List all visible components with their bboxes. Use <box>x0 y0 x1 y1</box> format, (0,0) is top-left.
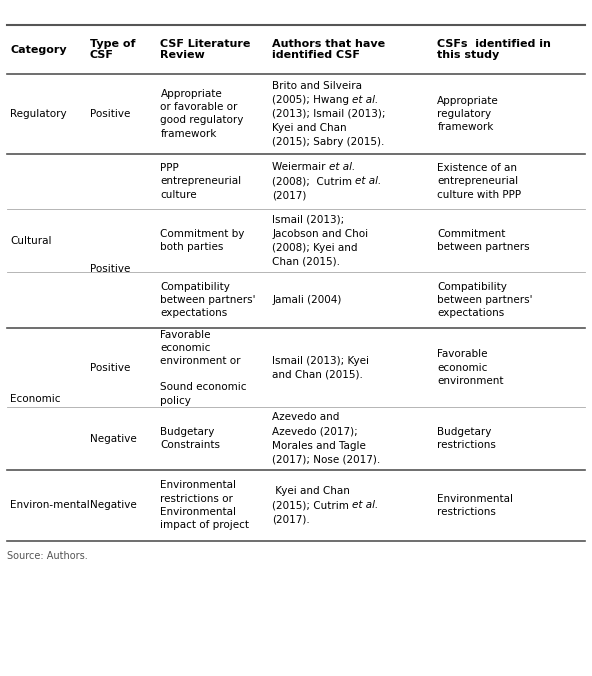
Text: Regulatory: Regulatory <box>10 109 67 119</box>
Text: Budgetary
Constraints: Budgetary Constraints <box>160 427 220 450</box>
Text: (2005); Hwang: (2005); Hwang <box>272 95 353 105</box>
Text: Environ-mental: Environ-mental <box>10 500 90 510</box>
Text: Compatibility
between partners'
expectations: Compatibility between partners' expectat… <box>437 282 533 318</box>
Text: Existence of an
entrepreneurial
culture with PPP: Existence of an entrepreneurial culture … <box>437 164 522 199</box>
Text: Type of
CSF: Type of CSF <box>90 39 136 60</box>
Text: Negative: Negative <box>90 433 137 443</box>
Text: (2015); Cutrim: (2015); Cutrim <box>272 500 353 510</box>
Text: and Chan (2015).: and Chan (2015). <box>272 370 363 380</box>
Text: CSF Literature
Review: CSF Literature Review <box>160 39 251 60</box>
Text: Commitment by
both parties: Commitment by both parties <box>160 229 245 252</box>
Text: Kyei and Chan: Kyei and Chan <box>272 123 347 133</box>
Text: (2013); Ismail (2013);: (2013); Ismail (2013); <box>272 109 386 119</box>
Text: Azevedo (2017);: Azevedo (2017); <box>272 427 358 437</box>
Text: PPP
entrepreneurial
culture: PPP entrepreneurial culture <box>160 164 242 199</box>
Text: et al.: et al. <box>352 500 378 510</box>
Text: Ismail (2013); Kyei: Ismail (2013); Kyei <box>272 356 369 366</box>
Text: Environmental
restrictions: Environmental restrictions <box>437 493 513 517</box>
Text: et al.: et al. <box>355 176 381 187</box>
Text: Source: Authors.: Source: Authors. <box>7 551 88 560</box>
Text: et al.: et al. <box>352 95 378 105</box>
Text: Category: Category <box>10 45 67 55</box>
Text: Azevedo and: Azevedo and <box>272 412 340 422</box>
Text: (2017); Nose (2017).: (2017); Nose (2017). <box>272 455 381 465</box>
Text: Budgetary
restrictions: Budgetary restrictions <box>437 427 496 450</box>
Text: Authors that have
identified CSF: Authors that have identified CSF <box>272 39 385 60</box>
Text: Environmental
restrictions or
Environmental
impact of project: Environmental restrictions or Environmen… <box>160 481 249 530</box>
Text: Positive: Positive <box>90 264 130 274</box>
Text: Favorable
economic
environment or

Sound economic
policy: Favorable economic environment or Sound … <box>160 330 247 406</box>
Text: CSFs  identified in
this study: CSFs identified in this study <box>437 39 551 60</box>
Text: Commitment
between partners: Commitment between partners <box>437 229 530 252</box>
Text: Negative: Negative <box>90 500 137 510</box>
Text: Kyei and Chan: Kyei and Chan <box>272 486 350 496</box>
Text: Positive: Positive <box>90 109 130 119</box>
Text: (2008); Kyei and: (2008); Kyei and <box>272 243 358 253</box>
Text: (2017): (2017) <box>272 191 307 201</box>
Text: Jamali (2004): Jamali (2004) <box>272 295 342 305</box>
Text: (2015); Sabry (2015).: (2015); Sabry (2015). <box>272 137 385 147</box>
Text: Chan (2015).: Chan (2015). <box>272 257 340 267</box>
Text: Jacobson and Choi: Jacobson and Choi <box>272 228 369 239</box>
Text: Morales and Tagle: Morales and Tagle <box>272 441 366 451</box>
Text: et al.: et al. <box>329 162 355 172</box>
Text: Compatibility
between partners'
expectations: Compatibility between partners' expectat… <box>160 282 256 318</box>
Text: Appropriate
regulatory
framework: Appropriate regulatory framework <box>437 95 499 132</box>
Text: Economic: Economic <box>10 394 61 404</box>
Text: Favorable
economic
environment: Favorable economic environment <box>437 349 504 386</box>
Text: Ismail (2013);: Ismail (2013); <box>272 214 345 224</box>
Text: Brito and Silveira: Brito and Silveira <box>272 80 362 91</box>
Text: (2017).: (2017). <box>272 514 310 525</box>
Text: (2008);  Cutrim: (2008); Cutrim <box>272 176 356 187</box>
Text: Weiermair: Weiermair <box>272 162 329 172</box>
Text: Appropriate
or favorable or
good regulatory
framework: Appropriate or favorable or good regulat… <box>160 89 244 139</box>
Text: Positive: Positive <box>90 362 130 372</box>
Text: Cultural: Cultural <box>10 236 52 245</box>
